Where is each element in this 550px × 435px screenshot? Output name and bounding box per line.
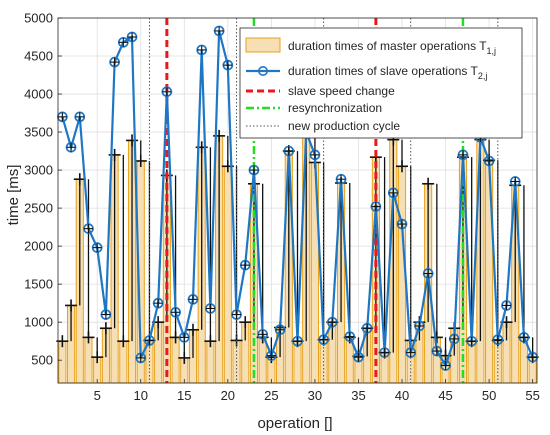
legend-cycle-label: new production cycle [288,119,400,133]
legend-resync-label: resynchronization [288,101,382,115]
plot-frame [57,17,538,384]
y-tick-label: 4500 [24,49,53,64]
legend-master-label: duration times of master operations T1,j [288,39,496,56]
x-tick-label: 35 [351,388,365,403]
x-tick-label: 20 [221,388,235,403]
x-tick-label: 10 [134,388,148,403]
x-tick-label: 25 [264,388,278,403]
legend-speed-change-label: slave speed change [288,84,395,98]
x-axis-label: operation [] [257,415,332,432]
x-tick-label: 5 [94,388,101,403]
legend-item-master: duration times of master operations T1,j [245,37,496,56]
legend-slave-label: duration times of slave operations T2,j [288,64,487,81]
legend-item-slave: duration times of slave operations T2,j [246,64,487,81]
x-tick-label: 45 [438,388,452,403]
x-tick-label: 30 [308,388,322,403]
master-bar [171,336,180,384]
master-bar [258,336,267,384]
legend-item-cycle: new production cycle [246,119,400,133]
master-bar [467,340,476,384]
legend: duration times of master operations T1,j… [239,27,523,139]
y-tick-label: 3500 [24,125,53,140]
y-tick-label: 2000 [24,239,53,254]
master-bar [58,340,67,384]
y-tick-label: 5000 [24,11,53,26]
y-tick-label: 500 [31,353,53,368]
x-tick-label: 40 [395,388,409,403]
axes [57,17,538,384]
master-bar [293,340,302,384]
legend-item-resync: resynchronization [246,101,382,115]
x-tick-label: 15 [177,388,191,403]
x-tick-label: 50 [482,388,496,403]
y-tick-label: 3000 [24,163,53,178]
master-bar [223,165,232,384]
legend-master-swatch [245,37,281,53]
legend-slave-swatch-marker [257,66,268,77]
x-tick-label: 55 [525,388,539,403]
master-bar [119,340,128,384]
y-tick-label: 1000 [24,315,53,330]
y-tick-label: 4000 [24,87,53,102]
tick-labels: 500 1000 1500 2000 2500 3000 3500 4000 4500 5000 5… [24,11,540,404]
y-tick-label: 2500 [24,201,53,216]
master-bar [84,336,93,384]
legend-item-speed-change: slave speed change [246,84,395,98]
legend-box [239,27,523,139]
y-tick-label: 1500 [24,277,53,292]
master-bar [206,340,215,384]
y-axis-label: time [ms] [5,165,22,226]
